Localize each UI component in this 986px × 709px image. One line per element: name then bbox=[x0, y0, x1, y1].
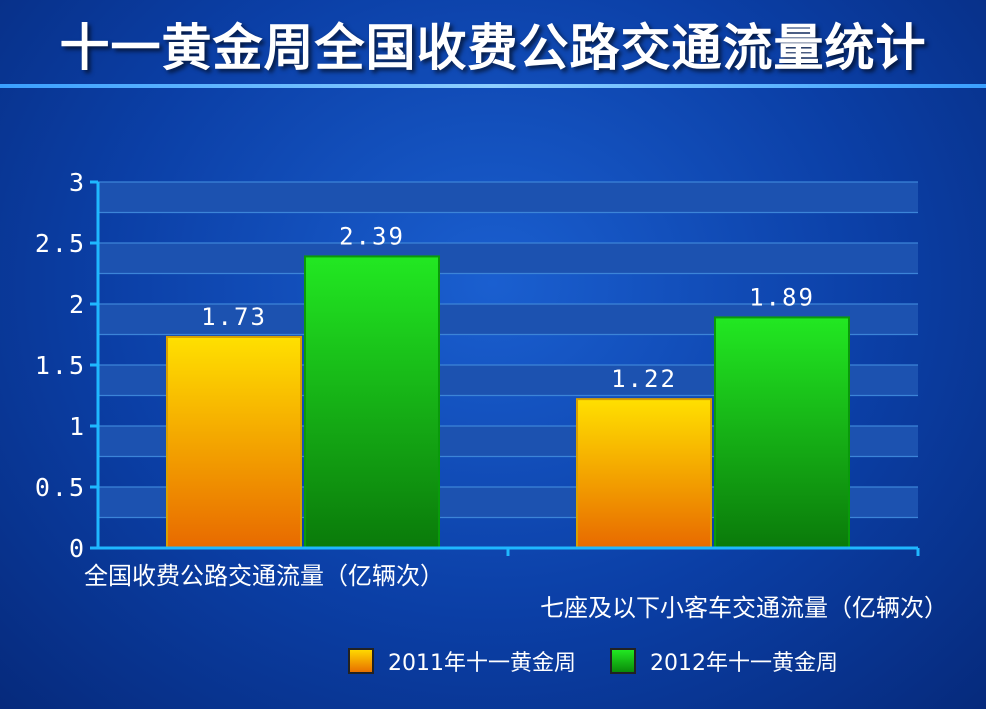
data-label-2012-cat0: 2.39 bbox=[339, 222, 405, 250]
legend: 2011年十一黄金周 2012年十一黄金周 bbox=[348, 645, 872, 677]
y-tick-label: 0 bbox=[69, 534, 86, 563]
bar-2012-cat0 bbox=[304, 255, 440, 549]
y-tick-label: 3 bbox=[69, 168, 86, 197]
legend-label-2012: 2012年十一黄金周 bbox=[650, 651, 838, 676]
chart-title: 十一黄金周全国收费公路交通流量统计 bbox=[59, 19, 927, 77]
grid-band bbox=[98, 182, 918, 213]
legend-swatch-2012 bbox=[610, 648, 636, 674]
legend-item-2011: 2011年十一黄金周 bbox=[348, 645, 576, 677]
data-label-2012-cat1: 1.89 bbox=[749, 283, 815, 311]
y-tick-label: 2 bbox=[69, 290, 86, 319]
bar-chart: 1.73 2.39 1.22 1.89 0 0.5 1 1.5 2 2.5 3 全国收费公路交通流量（… bbox=[35, 168, 948, 622]
title-divider bbox=[0, 84, 986, 88]
category-label-0: 全国收费公路交通流量（亿辆次） bbox=[84, 562, 444, 590]
legend-label-2011: 2011年十一黄金周 bbox=[388, 651, 576, 676]
y-tick-label: 1.5 bbox=[35, 351, 86, 380]
y-tick-label: 0.5 bbox=[35, 473, 86, 502]
y-tick-label: 1 bbox=[69, 412, 86, 441]
category-label-1: 七座及以下小客车交通流量（亿辆次） bbox=[540, 594, 948, 622]
legend-swatch-2011 bbox=[348, 648, 374, 674]
grid-band bbox=[98, 243, 918, 274]
data-label-2011-cat1: 1.22 bbox=[611, 365, 677, 393]
legend-item-2012: 2012年十一黄金周 bbox=[610, 645, 838, 677]
bar-2011-cat1 bbox=[576, 398, 712, 549]
bar-2011-cat0 bbox=[166, 335, 302, 549]
data-label-2011-cat0: 1.73 bbox=[201, 303, 267, 331]
y-tick-label: 2.5 bbox=[35, 229, 86, 258]
bar-2012-cat1 bbox=[714, 316, 850, 550]
